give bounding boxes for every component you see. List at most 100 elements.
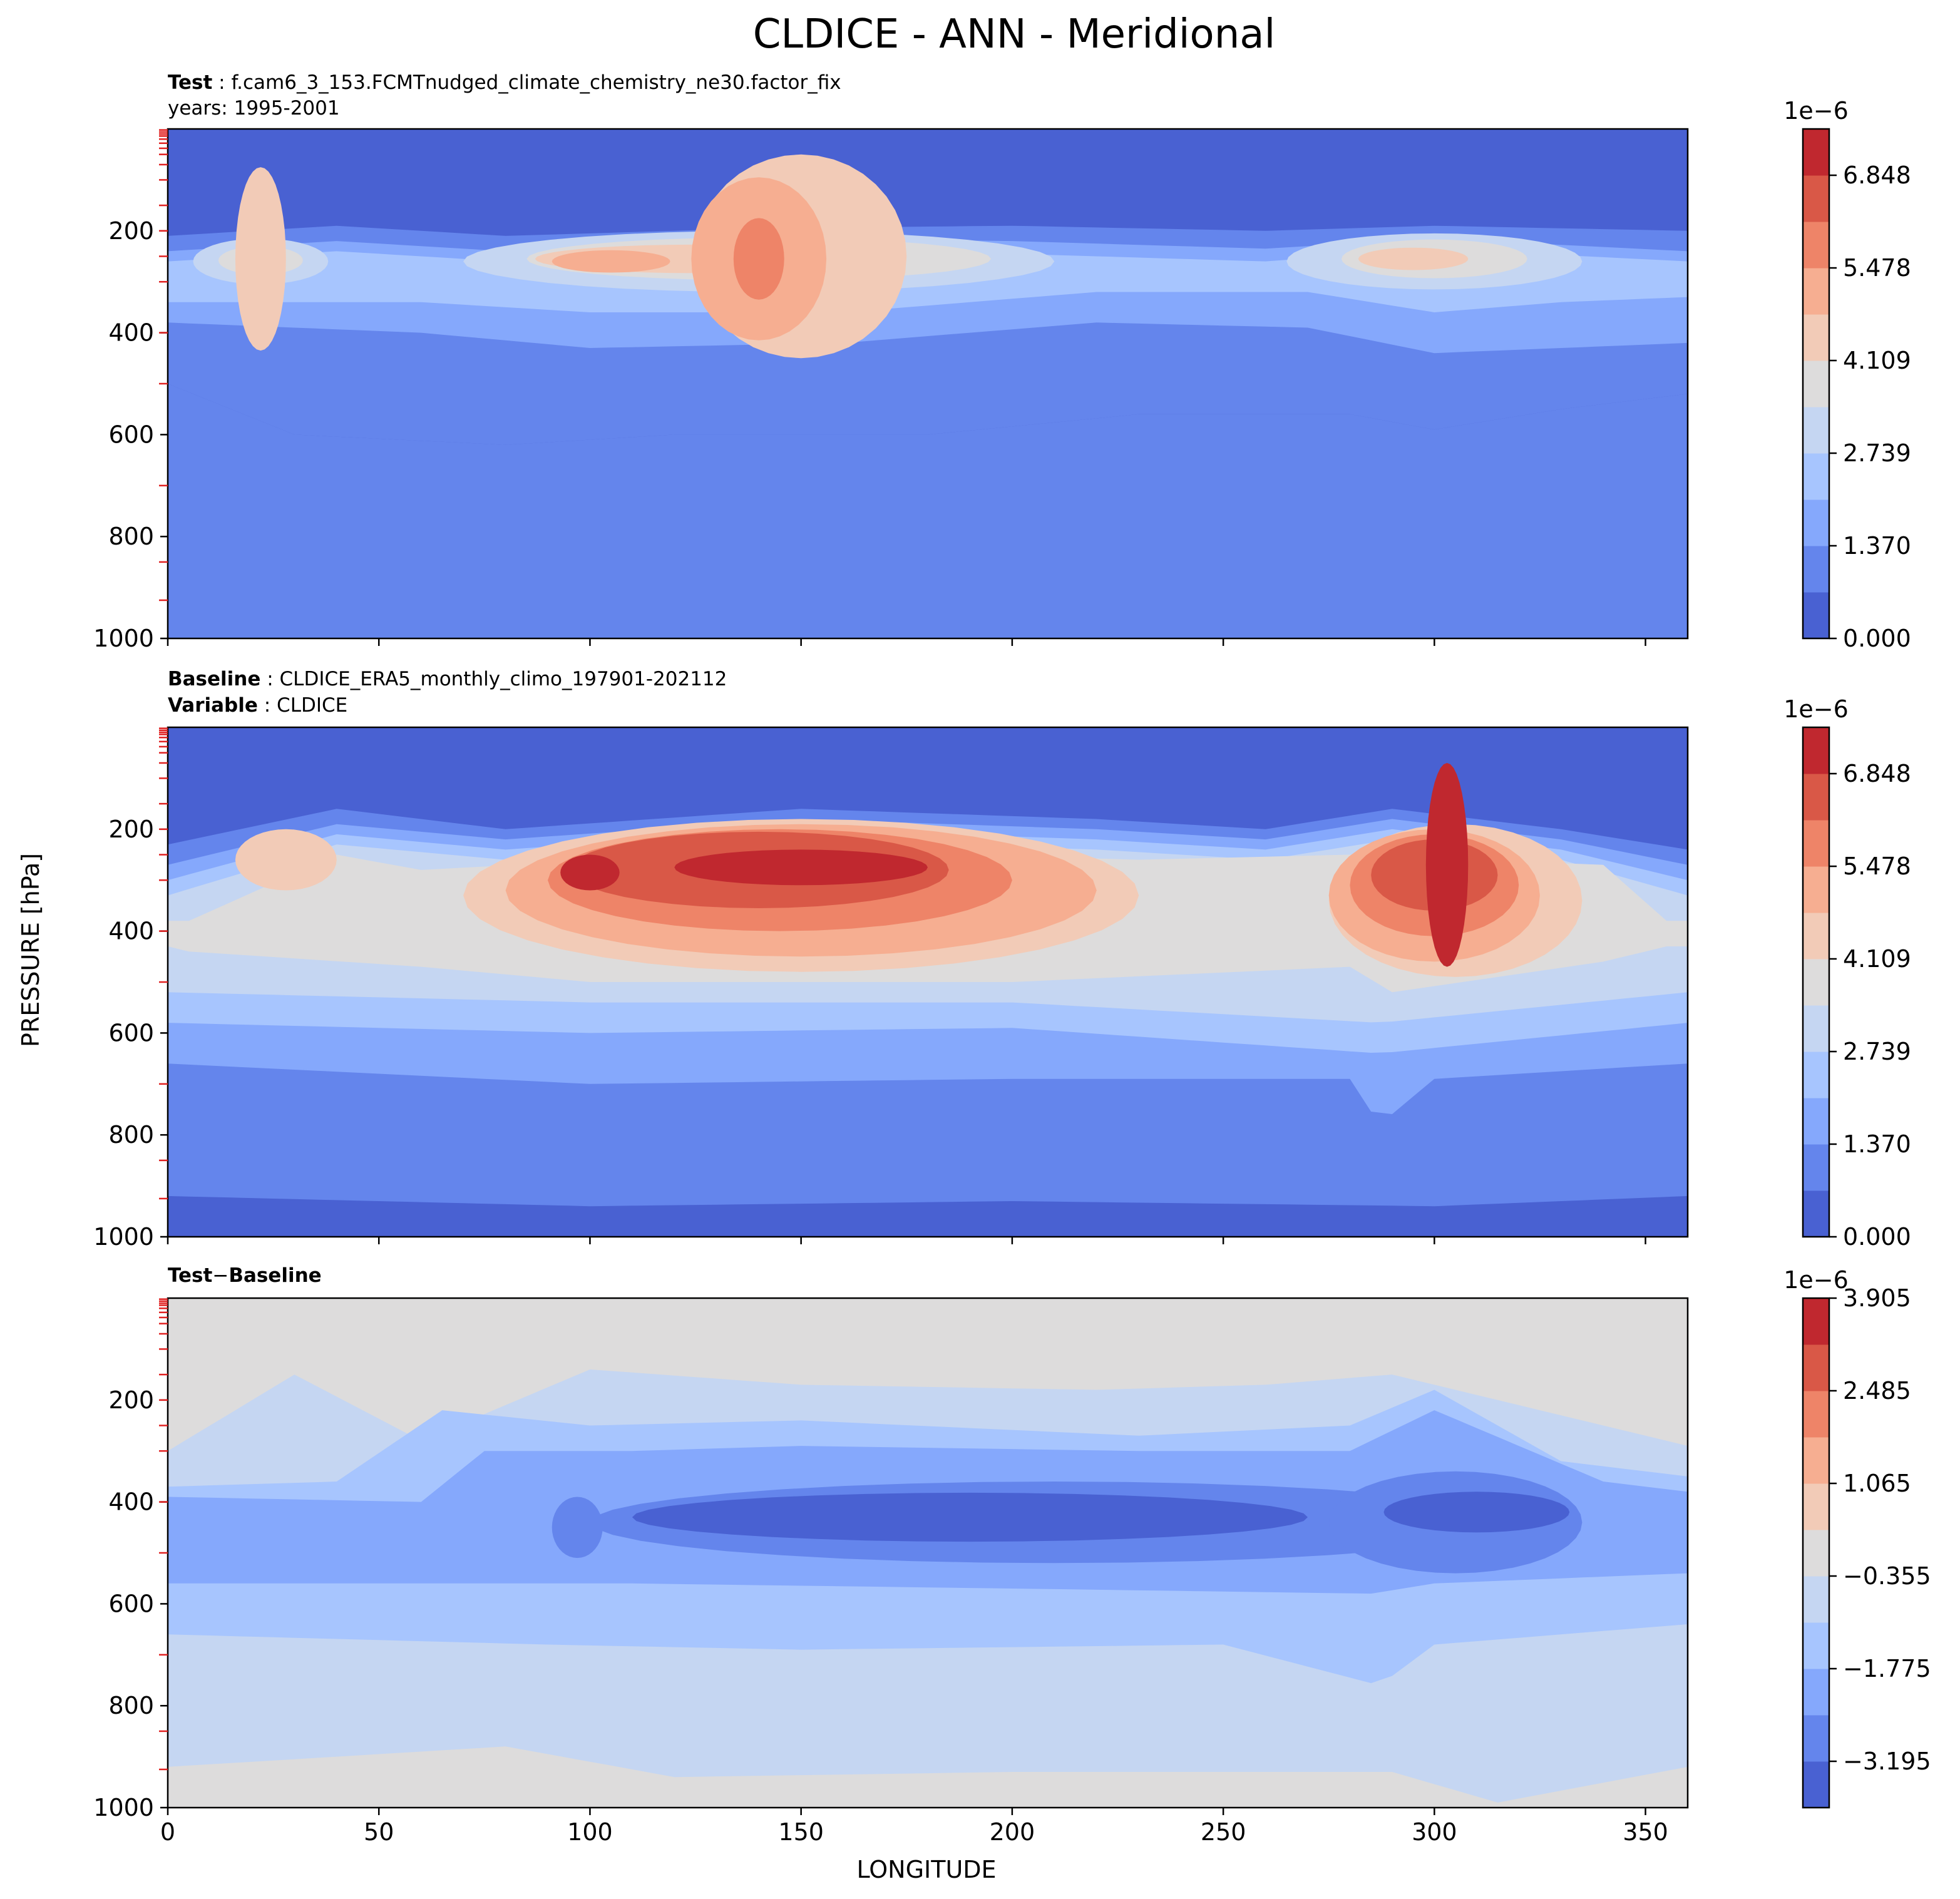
colorbar-segment	[1803, 360, 1829, 407]
colorbar-segment	[1803, 1391, 1829, 1438]
colorbar-tick-label: 0.000	[1843, 625, 1911, 652]
colorbar-segment	[1803, 129, 1829, 176]
variable-label: Variable	[168, 694, 258, 717]
variable-colon: :	[258, 694, 277, 717]
y-tick-label: 400	[108, 918, 154, 945]
baseline-annotation: Baseline : CLDICE_ERA5_monthly_climo_197…	[168, 668, 727, 690]
contour-region-9	[1358, 247, 1469, 270]
baseline-contour-fill	[168, 727, 1688, 1237]
contour-region-6	[235, 167, 286, 351]
baseline-colon: :	[260, 668, 279, 690]
x-tick-label: 200	[990, 1818, 1035, 1846]
diff-minus: −	[212, 1264, 228, 1287]
colorbar-tick-label: 5.478	[1843, 254, 1911, 282]
y-tick-label: 1000	[93, 1223, 154, 1251]
x-tick-label: 300	[1412, 1818, 1457, 1846]
colorbar-tick-label: 6.848	[1843, 161, 1911, 189]
x-tick-label: 100	[567, 1818, 613, 1846]
colorbar-exponent: 1e−6	[1783, 695, 1849, 723]
colorbar-frame	[1802, 726, 1830, 1238]
x-tick-label: 250	[1201, 1818, 1246, 1846]
colorbar-segment	[1803, 1483, 1829, 1530]
contour-region-12	[733, 218, 784, 300]
colorbar-segment	[1803, 1437, 1829, 1484]
panel-baseline: 200 400 600 800 1000	[93, 726, 1689, 1251]
y-tick-label: 800	[108, 1121, 154, 1149]
test-years: years: 1995-2001	[168, 97, 340, 120]
colorbar-tick-label: 1.370	[1843, 532, 1911, 560]
colorbar-segment	[1803, 1669, 1829, 1716]
colorbar-difference: 1e−6 −3.195 −1.775 −0.355 1.065 2.485 3.905	[1783, 1266, 1931, 1809]
contour-region-4	[1383, 1492, 1570, 1533]
colorbar-tick-label: −1.775	[1843, 1655, 1931, 1682]
test-case-name: f.cam6_3_153.FCMTnudged_climate_chemistr…	[231, 71, 841, 94]
colorbar-tick-label: 2.739	[1843, 439, 1911, 467]
contour-region-0	[235, 829, 337, 891]
test-contour-fill	[168, 129, 1688, 638]
diff-annotation: Test−Baseline	[168, 1264, 322, 1287]
y-tick-label: 200	[108, 217, 154, 245]
colorbar-segment	[1803, 1344, 1829, 1391]
colorbar-segment	[1803, 1761, 1829, 1808]
x-tick-label: 0	[160, 1818, 175, 1846]
colorbar-segment	[1803, 545, 1829, 593]
colorbar-segment	[1803, 591, 1829, 639]
y-tick-label: 400	[108, 1488, 154, 1516]
y-axis-label: PRESSURE [hPa]	[17, 853, 44, 1047]
baseline-label: Baseline	[168, 668, 260, 690]
colorbar-segment	[1803, 958, 1829, 1006]
colorbar-segment	[1803, 1715, 1829, 1762]
variable-name: CLDICE	[277, 694, 347, 717]
colorbar-segment	[1803, 453, 1829, 500]
colorbar-segment	[1803, 1005, 1829, 1052]
colorbar-tick-label: 3.905	[1843, 1284, 1911, 1312]
difference-axes: 0 50 100 150 200 250 300 350 200 400 600 800 1000	[93, 1297, 1689, 1846]
colorbar-segment	[1803, 774, 1829, 821]
panel-test: 200 400 600 800 1000	[93, 128, 1689, 652]
colorbar-segment	[1803, 1622, 1829, 1669]
y-tick-label: 800	[108, 523, 154, 550]
panel-difference: 0 50 100 150 200 250 300 350 200 400 600 800 1000	[93, 1297, 1689, 1846]
colorbar-tick-label: 2.739	[1843, 1038, 1911, 1065]
y-tick-label: 1000	[93, 1794, 154, 1821]
difference-contour-fill	[168, 1298, 1688, 1808]
y-tick-label: 600	[108, 421, 154, 448]
colorbar-tick-label: 4.109	[1843, 945, 1911, 973]
test-axes: 200 400 600 800 1000	[93, 128, 1689, 652]
colorbar-segment	[1803, 1530, 1829, 1577]
colorbar-segment	[1803, 268, 1829, 315]
colorbar-segment	[1803, 175, 1829, 222]
x-axis-label: LONGITUDE	[856, 1856, 996, 1883]
colorbar-segment	[1803, 499, 1829, 546]
diff-test-label: Test	[168, 1264, 213, 1287]
colorbar-frame	[1802, 1297, 1830, 1809]
colorbar-segment	[1803, 1190, 1829, 1237]
colorbar-exponent: 1e−6	[1783, 1266, 1849, 1294]
colorbar-segment	[1803, 1098, 1829, 1145]
colorbar-test: 1e−6 0.000 1.370 2.739 4.109 5.478 6.848	[1783, 97, 1911, 652]
colorbar-frame	[1802, 128, 1830, 640]
figure-title: CLDICE - ANN - Meridional	[753, 11, 1276, 58]
baseline-case-name: CLDICE_ERA5_monthly_climo_197901-202112	[280, 668, 727, 690]
contour-region-2	[552, 1497, 603, 1559]
test-annotation: Test : f.cam6_3_153.FCMTnudged_climate_c…	[168, 71, 841, 94]
colorbar-segment	[1803, 1576, 1829, 1623]
contour-band-0	[168, 384, 1688, 638]
contour-region-11	[1425, 763, 1469, 967]
test-colon: :	[212, 71, 231, 94]
colorbar-segment	[1803, 866, 1829, 913]
test-label: Test	[168, 71, 213, 94]
colorbar-tick-label: −3.195	[1843, 1748, 1931, 1775]
colorbar-segment	[1803, 727, 1829, 774]
colorbar-segment	[1803, 314, 1829, 361]
colorbar-segment	[1803, 1298, 1829, 1345]
y-tick-label: 200	[108, 1386, 154, 1414]
colorbar-tick-label: 1.370	[1843, 1130, 1911, 1158]
x-tick-label: 350	[1623, 1818, 1668, 1846]
colorbar-tick-label: 5.478	[1843, 852, 1911, 880]
x-tick-label: 150	[778, 1818, 824, 1846]
x-tick-label: 50	[364, 1818, 394, 1846]
colorbar-segment	[1803, 913, 1829, 960]
y-tick-label: 600	[108, 1019, 154, 1047]
